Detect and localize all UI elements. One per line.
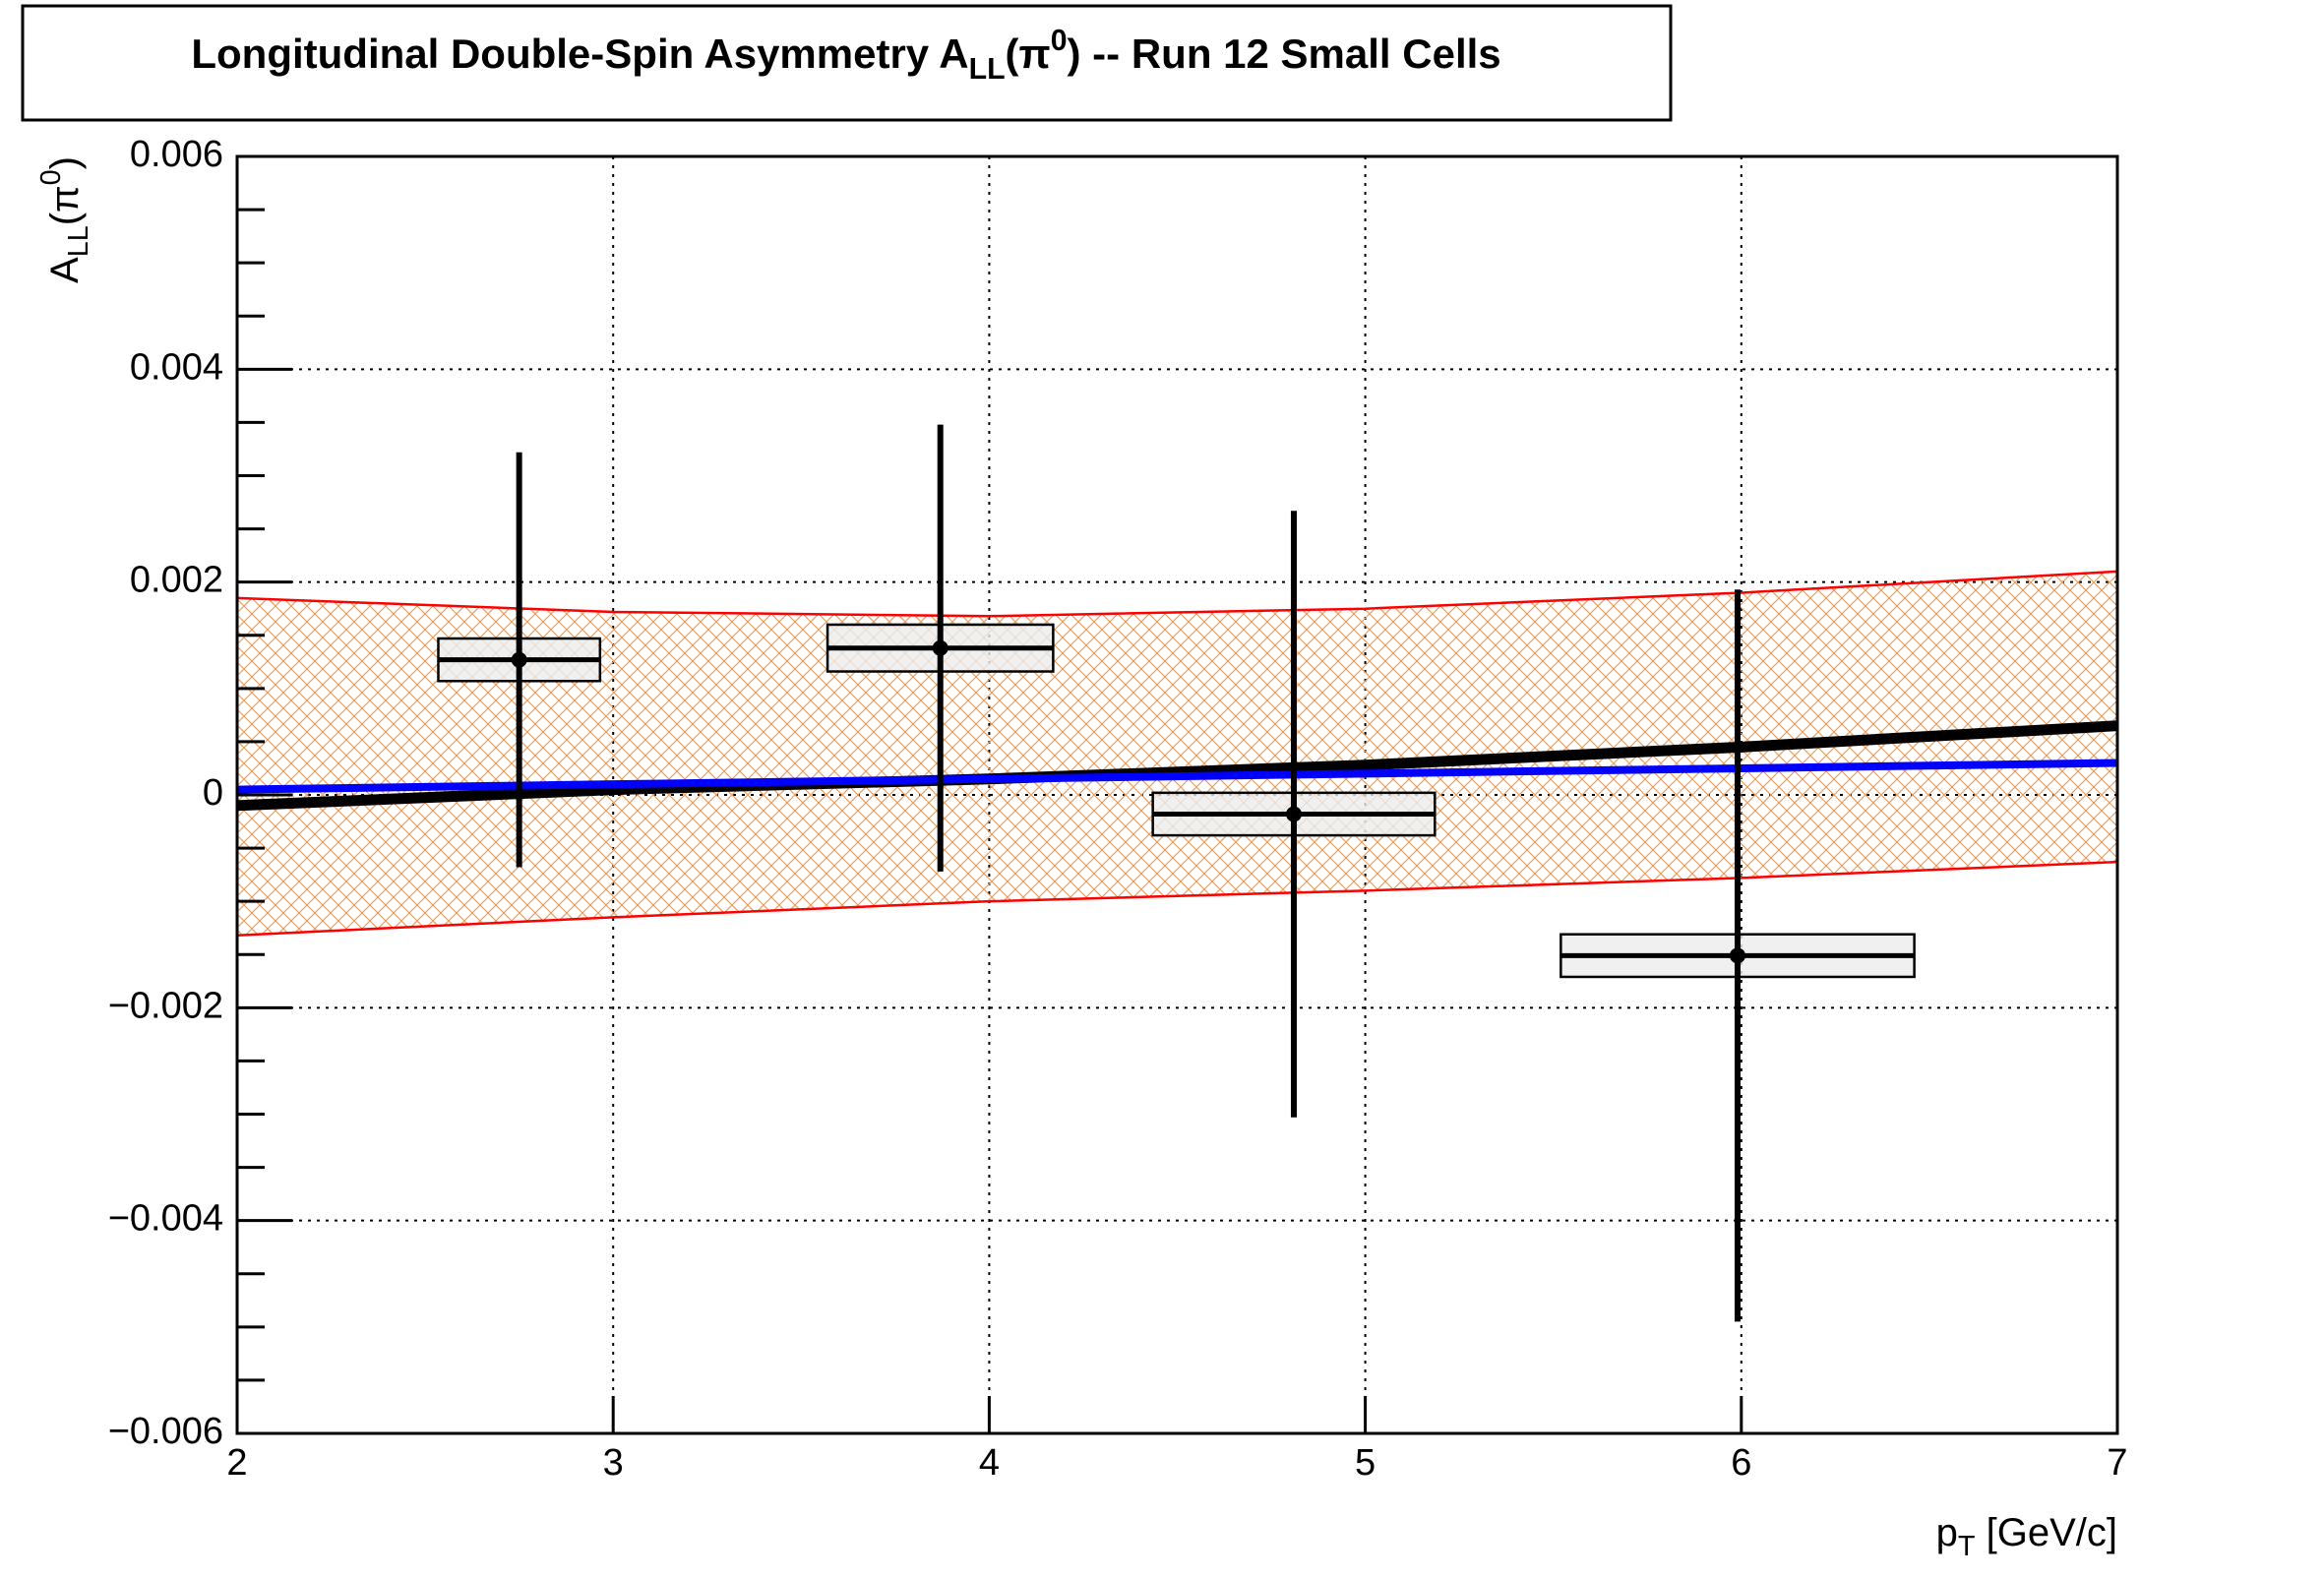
x-axis-label: pT [GeV/c]	[1936, 1511, 2117, 1562]
y-tick-label: 0.006	[130, 134, 223, 175]
band-fill	[237, 571, 2117, 936]
point	[932, 639, 948, 656]
y-tick-label: −0.004	[108, 1198, 223, 1240]
text-part: A	[43, 257, 87, 283]
curve	[236, 720, 2118, 812]
y-tick-label: 0	[203, 772, 223, 814]
y-tick-label: −0.002	[108, 985, 223, 1026]
curve	[236, 759, 2118, 794]
text-part: ) -- Run 12 Small Cells	[1068, 30, 1501, 77]
band-lower	[236, 860, 2118, 938]
y-tick-label: 0.002	[130, 560, 223, 601]
text-part: LL	[969, 53, 1006, 86]
text-part: )	[43, 156, 87, 169]
text-part: 0	[35, 169, 67, 185]
band-upper	[236, 570, 2118, 618]
text-part: Longitudinal Double-Spin Asymmetry A	[191, 30, 968, 77]
x-tick-label: 3	[603, 1442, 624, 1484]
text-part: T	[1958, 1531, 1976, 1562]
text-part: (π	[1006, 30, 1051, 77]
y-tick-label: 0.004	[130, 346, 223, 388]
y-tick-label: −0.006	[108, 1411, 223, 1452]
x-tick-label: 5	[1355, 1442, 1376, 1484]
text-part: [GeV/c]	[1976, 1511, 2118, 1554]
x-tick-label: 2	[226, 1442, 247, 1484]
x-tick-label: 4	[979, 1442, 1000, 1484]
x-tick-label: 7	[2107, 1442, 2127, 1484]
point	[1285, 806, 1302, 822]
chart-title: Longitudinal Double-Spin Asymmetry ALL(π…	[191, 25, 1500, 86]
text-part: LL	[63, 225, 94, 257]
point	[1729, 947, 1745, 964]
text-part: p	[1936, 1511, 1958, 1554]
y-axis-label: ALL(π0)	[35, 156, 93, 283]
title-box	[21, 4, 1673, 122]
x-tick-label: 6	[1731, 1442, 1751, 1484]
text-part: 0	[1051, 25, 1068, 57]
point	[511, 651, 527, 668]
text-part: (π	[43, 185, 87, 225]
